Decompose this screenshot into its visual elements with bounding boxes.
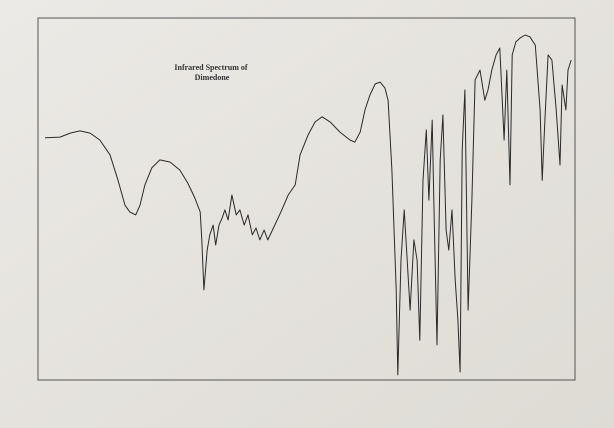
title-line: Infrared Spectrum of (174, 63, 248, 72)
chart-title: Infrared Spectrum of Dimedone (174, 63, 249, 82)
title-line: Dimedone (195, 73, 230, 82)
spectrum-line (44, 34, 572, 376)
plot-frame (37, 17, 576, 381)
